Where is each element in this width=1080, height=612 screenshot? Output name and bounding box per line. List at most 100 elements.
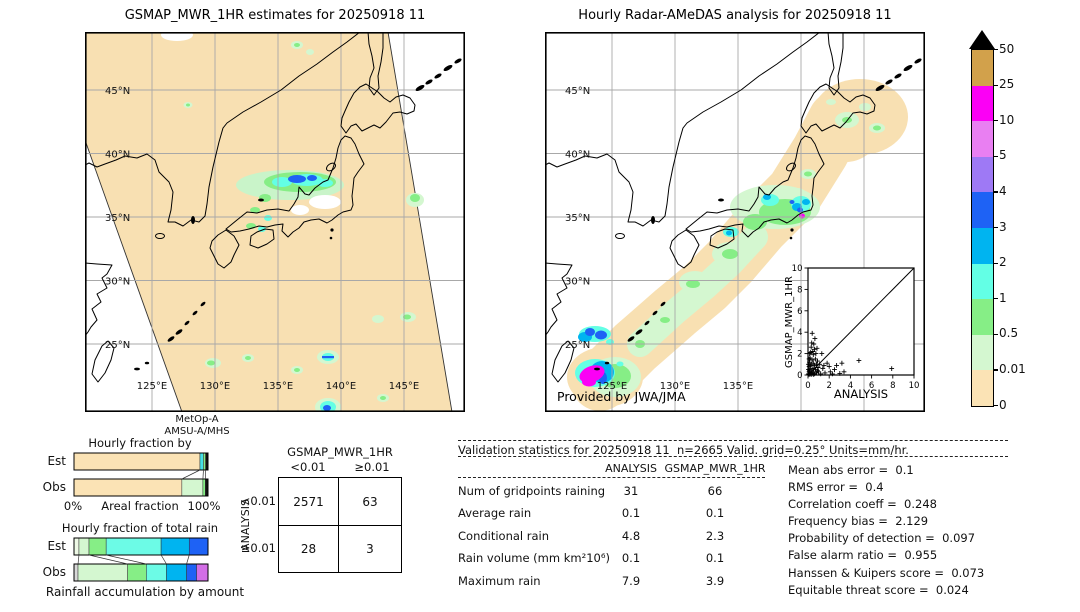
right-map-title: Hourly Radar-AMeDAS analysis for 2025091… <box>578 8 892 23</box>
lon-label: 125°E <box>137 381 167 392</box>
occurrence-bars <box>73 452 209 497</box>
colorbar-tick <box>993 155 998 157</box>
colorbar-tick <box>993 84 998 86</box>
inset-y-tick-label: 2 <box>797 350 802 360</box>
stats-row: Conditional rain 4.8 2.3 <box>458 526 778 548</box>
inset-x-tick-label: 8 <box>890 381 895 391</box>
stats-rule-top <box>458 440 1008 441</box>
stats-row: Maximum rain 7.9 3.9 <box>458 571 778 593</box>
bar-segment <box>127 563 147 582</box>
scatter-point <box>808 344 814 350</box>
totalrain-chart-title: Hourly fraction of total rain <box>61 521 219 535</box>
stat-label: Rain volume (mm km²10⁶) <box>458 551 610 566</box>
lon-label: 135°E <box>263 381 293 392</box>
scatter-point <box>822 370 828 376</box>
colorbar-band <box>972 50 993 86</box>
contingency-table: 2571 63 28 3 <box>278 477 402 573</box>
scatter-point <box>806 361 811 367</box>
colorbar-tick-label: 0 <box>999 397 1007 412</box>
bar-connector <box>106 554 147 565</box>
colorbar-band <box>972 334 993 371</box>
colorbar-tick-label: 25 <box>999 77 1015 92</box>
scatter-point <box>819 351 825 356</box>
contingency-cell-hit-none: 2571 <box>279 478 339 526</box>
bar-segment <box>73 452 201 471</box>
bar-segment <box>199 452 204 471</box>
inset-y-tick-label: 4 <box>797 328 802 338</box>
totalrain-caption: Rainfall accumulation by amount <box>45 585 245 599</box>
inset-x-tick-label: 4 <box>848 381 853 391</box>
scatter-point <box>826 364 832 369</box>
stats-header: Validation statistics for 20250918 11 n=… <box>458 443 909 457</box>
bar-segment <box>77 563 128 582</box>
scatter-point <box>827 369 833 375</box>
scatter-point <box>813 351 819 356</box>
colorbar-band <box>972 121 993 157</box>
bar-connector <box>181 469 201 480</box>
colorbar-over-arrow <box>969 30 995 49</box>
scatter-point <box>806 356 812 362</box>
colorbar-tick <box>993 298 998 300</box>
bar-segment <box>78 537 90 556</box>
scatter-point <box>832 367 837 373</box>
stats-col2-header: GSMAP_MWR_1HR <box>664 462 766 475</box>
score-line: Equitable threat score = 0.024 <box>788 582 969 597</box>
contingency-col1-header: <0.01 <box>290 460 326 474</box>
score-line: Correlation coeff = 0.248 <box>788 497 937 512</box>
bar-connector <box>88 554 128 565</box>
left-map-gridlines <box>85 32 465 412</box>
scatter-point <box>814 370 819 376</box>
scatter-point <box>815 368 820 374</box>
stat-label: Maximum rain <box>458 573 541 588</box>
stats-row: Average rain 0.1 0.1 <box>458 503 778 525</box>
score-line: Mean abs error = 0.1 <box>788 463 914 477</box>
stats-rule-cols <box>458 477 765 478</box>
scatter-point <box>816 369 821 375</box>
lat-label: 45°N <box>565 86 590 97</box>
score-line: RMS error = 0.4 <box>788 480 884 495</box>
stat-label: Conditional rain <box>458 528 550 543</box>
scatter-point <box>815 358 820 364</box>
stat-value-gsmap: 0.1 <box>705 506 725 521</box>
colorbar-labels: 50 25 10 5 4 3 2 1 0.5 0.01 0 <box>972 0 1032 612</box>
inset-ticks: 00 2 2 4 4 6 6 8 8 10 10 <box>792 264 920 391</box>
scatter-point <box>812 346 817 352</box>
left-map-frame <box>85 32 465 412</box>
occurrence-est-label: Est <box>47 454 66 468</box>
colorbar-band <box>972 263 993 300</box>
bar-segment <box>181 478 204 497</box>
stat-value-gsmap: 0.1 <box>705 551 725 566</box>
scatter-point <box>830 371 835 377</box>
scatter-point <box>815 365 821 370</box>
sensor-instrument: AMSU-A/MHS <box>164 426 230 437</box>
inset-x-tick-label: 0 <box>805 381 810 391</box>
inset-x-tick-label: 10 <box>909 381 920 391</box>
scatter-point <box>806 367 811 373</box>
colorbar-tick-label: 1 <box>999 290 1007 305</box>
scatter-point <box>808 350 814 355</box>
colorbar-tick <box>993 191 998 193</box>
scatter-points <box>806 330 895 377</box>
bar-segment <box>188 537 209 556</box>
score-lines: Mean abs error = 0.1 RMS error = 0.4 Corre… <box>788 463 1028 600</box>
totalrain-bars <box>73 537 209 582</box>
stats-row: Num of gridpoints raining 31 66 <box>458 481 778 503</box>
inset-y-tick-label: 6 <box>797 307 802 317</box>
contingency-title: GSMAP_MWR_1HR <box>287 445 393 459</box>
bar-connector <box>77 554 80 565</box>
colorbar-band <box>972 156 993 193</box>
stat-value-gsmap: 3.9 <box>705 573 725 588</box>
colorbar-tick <box>993 49 998 51</box>
bar-connector <box>160 554 167 565</box>
bar-frame <box>73 563 209 582</box>
scatter-point <box>809 330 815 336</box>
scatter-point <box>818 371 824 377</box>
lon-label: 145°E <box>389 381 419 392</box>
lon-label: 130°E <box>200 381 230 392</box>
inset-y-tick-label: 0 <box>797 371 802 381</box>
bar-segment <box>203 452 206 471</box>
lat-label: 40°N <box>105 150 130 161</box>
bar-segment <box>73 478 183 497</box>
scatter-point <box>809 340 815 346</box>
